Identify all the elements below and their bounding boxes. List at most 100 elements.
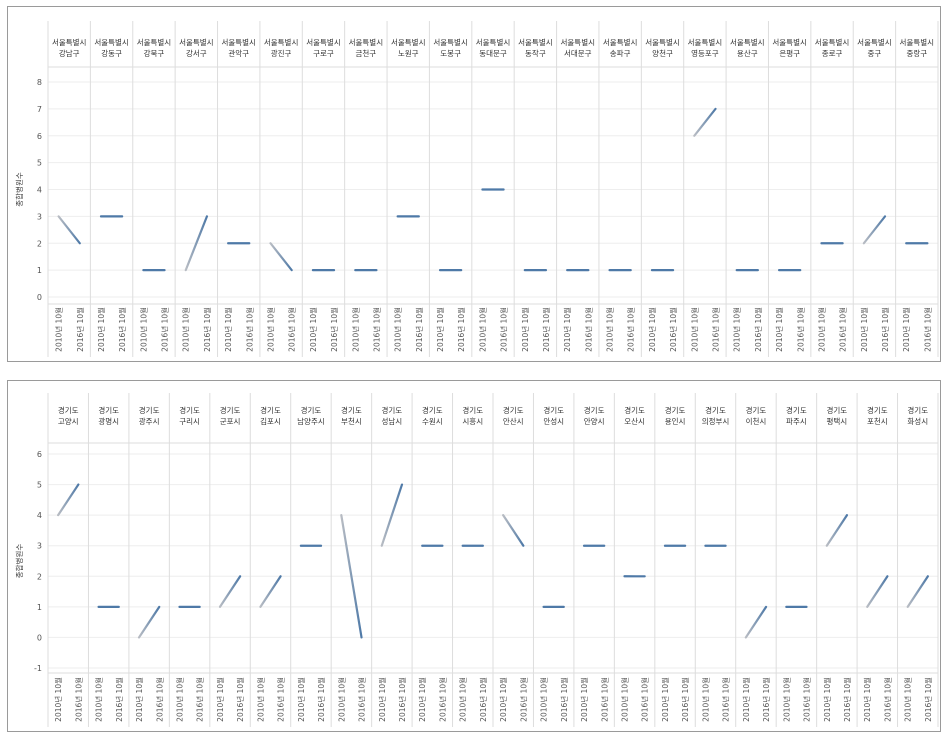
- x-tick-label: 2010년 10월: [435, 307, 445, 352]
- facet-region-label: 서울특별시: [52, 37, 87, 47]
- series-line[interactable]: [744, 605, 768, 639]
- facet-district-label: 강동구: [101, 48, 122, 58]
- x-tick-label: 2016년 10월: [518, 677, 528, 722]
- facet-district-label: 강서구: [186, 48, 207, 58]
- facet-region-label: 서울특별시: [179, 37, 214, 47]
- facet-district-label: 동작구: [525, 48, 546, 58]
- series-line[interactable]: [57, 483, 80, 517]
- x-tick-label: 2016년 10월: [668, 307, 678, 352]
- x-tick-label: 2010년 10월: [215, 677, 225, 722]
- x-tick-label: 2010년 10월: [308, 307, 318, 352]
- y-tick-label: 1: [37, 266, 42, 275]
- x-tick-label: 2010년 10월: [741, 677, 751, 722]
- x-tick-label: 2016년 10월: [114, 677, 124, 722]
- facet-district-label: 군포시: [220, 417, 241, 426]
- x-tick-label: 2016년 10월: [478, 677, 488, 722]
- x-tick-label: 2016년 10월: [880, 307, 890, 352]
- facet-region-label: 경기도: [705, 405, 726, 415]
- facet-region-label: 서울특별시: [221, 37, 256, 47]
- series-line[interactable]: [906, 575, 929, 608]
- facet-region-label: 경기도: [139, 405, 160, 415]
- facet-region-label: 경기도: [98, 405, 119, 415]
- series-line[interactable]: [57, 215, 81, 245]
- facet-region-label: 서울특별시: [561, 37, 596, 47]
- x-tick-label: 2016년 10월: [456, 307, 466, 352]
- series-line[interactable]: [218, 575, 242, 608]
- x-tick-label: 2016년 10월: [838, 307, 848, 352]
- facet-region-label: 서울특별시: [433, 37, 468, 47]
- x-tick-label: 2010년 10월: [605, 307, 615, 352]
- series-line[interactable]: [866, 575, 889, 608]
- facet-region-label: 서울특별시: [730, 37, 765, 47]
- x-tick-label: 2010년 10월: [296, 677, 306, 722]
- facet-district-label: 도봉구: [440, 49, 461, 58]
- facet-region-label: 경기도: [220, 405, 241, 415]
- x-tick-label: 2010년 10월: [350, 307, 360, 352]
- x-tick-label: 2010년 10월: [660, 677, 670, 722]
- x-tick-label: 2016년 10월: [640, 677, 650, 722]
- x-tick-label: 2016년 10월: [795, 307, 805, 352]
- series-line[interactable]: [269, 242, 293, 272]
- facet-district-label: 중랑구: [906, 49, 927, 58]
- y-tick-label: 4: [37, 511, 42, 520]
- x-tick-label: 2010년 10월: [619, 677, 629, 722]
- facet-region-label: 서울특별시: [349, 37, 384, 47]
- facet-district-label: 동대문구: [479, 49, 507, 58]
- x-tick-label: 2010년 10월: [498, 677, 508, 722]
- x-tick-label: 2010년 10월: [781, 677, 791, 722]
- y-tick-label: 8: [37, 78, 42, 87]
- facet-region-label: 서울특별시: [391, 37, 426, 47]
- series-line[interactable]: [380, 483, 404, 547]
- x-tick-label: 2010년 10월: [859, 307, 869, 352]
- x-tick-label: 2016년 10월: [437, 677, 447, 722]
- facet-district-label: 양천구: [652, 48, 673, 58]
- facet-region-label: 경기도: [341, 405, 362, 415]
- series-line[interactable]: [340, 514, 363, 639]
- x-tick-label: 2010년 10월: [96, 307, 106, 352]
- x-tick-label: 2010년 10월: [901, 307, 911, 352]
- x-tick-label: 2016년 10월: [357, 677, 367, 722]
- facet-district-label: 광주시: [139, 416, 160, 426]
- series-line[interactable]: [502, 514, 525, 547]
- facet-region-label: 서울특별시: [137, 37, 172, 47]
- x-tick-label: 2016년 10월: [160, 307, 170, 352]
- facet-district-label: 구리시: [179, 417, 200, 426]
- series-line[interactable]: [184, 215, 209, 272]
- facet-region-label: 경기도: [503, 405, 524, 415]
- x-tick-label: 2016년 10월: [371, 307, 381, 352]
- facet-region-label: 경기도: [301, 405, 322, 415]
- facet-district-label: 포천시: [867, 416, 888, 426]
- facet-region-label: 경기도: [58, 405, 79, 415]
- series-line[interactable]: [693, 107, 717, 137]
- facet-district-label: 용인시: [665, 416, 686, 426]
- facet-region-label: 경기도: [746, 405, 767, 415]
- x-tick-label: 2010년 10월: [53, 677, 63, 722]
- series-line[interactable]: [825, 514, 849, 547]
- x-tick-label: 2010년 10월: [417, 677, 427, 722]
- x-tick-label: 2016년 10월: [73, 677, 83, 722]
- facet-region-label: 경기도: [422, 405, 443, 415]
- facet-district-label: 중구: [868, 49, 882, 58]
- series-line[interactable]: [862, 215, 887, 245]
- x-tick-label: 2016년 10월: [541, 307, 551, 352]
- facet-region-label: 경기도: [462, 405, 483, 415]
- x-tick-label: 2016년 10월: [559, 677, 569, 722]
- x-tick-label: 2010년 10월: [223, 307, 233, 352]
- x-tick-label: 2010년 10월: [647, 307, 657, 352]
- x-tick-label: 2010년 10월: [732, 307, 742, 352]
- facet-region-label: 경기도: [907, 405, 928, 415]
- series-line[interactable]: [137, 605, 161, 639]
- x-tick-label: 2010년 10월: [255, 677, 265, 722]
- facet-region-label: 서울특별시: [815, 37, 850, 47]
- y-tick-label: 0: [37, 293, 42, 302]
- x-tick-label: 2016년 10월: [499, 307, 509, 352]
- x-tick-label: 2016년 10월: [276, 677, 286, 722]
- gyeonggi-chart-panel: -1 0 1 2 3 4 5 6 종합병원수 경기도 고양시 2010년 10월 2016년 10월 경기…: [7, 380, 941, 732]
- y-tick-label: 3: [37, 542, 42, 551]
- facet-region-label: 경기도: [543, 405, 564, 415]
- x-tick-label: 2010년 10월: [822, 677, 832, 722]
- facet-region-label: 서울특별시: [688, 37, 723, 47]
- facet-district-label: 김포시: [260, 416, 281, 426]
- series-line[interactable]: [259, 575, 282, 608]
